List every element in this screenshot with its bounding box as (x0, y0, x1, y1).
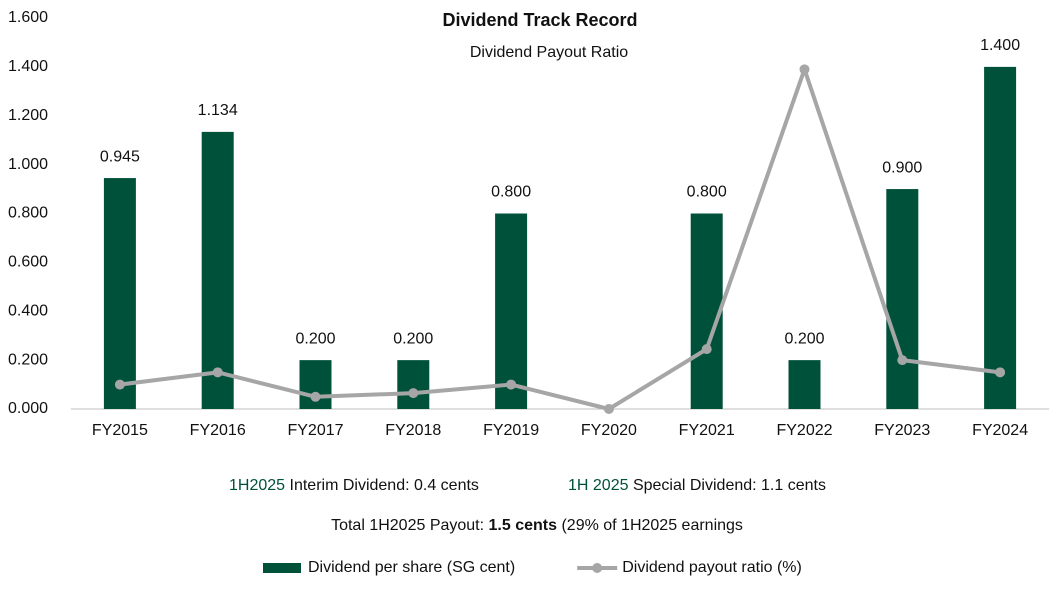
bar (886, 189, 919, 409)
bar (495, 213, 528, 409)
chart-title: Dividend Track Record (442, 10, 637, 30)
line-marker (897, 355, 908, 366)
data-label: 0.800 (687, 184, 727, 201)
line-marker (799, 64, 810, 75)
y-tick-label: 0.200 (8, 351, 48, 368)
data-label: 1.134 (198, 102, 238, 119)
data-label: 0.800 (491, 184, 531, 201)
annotation-text: Total 1H2025 Payout: (331, 517, 484, 534)
data-label: 0.900 (882, 159, 922, 176)
y-tick-label: 0.600 (8, 254, 48, 271)
line-marker (212, 367, 223, 378)
data-label: 0.945 (100, 148, 140, 165)
bar (788, 360, 821, 409)
data-label: 1.400 (980, 37, 1020, 54)
line-marker (506, 379, 517, 390)
y-tick-label: 1.600 (8, 9, 48, 26)
x-tick-label: FY2021 (679, 422, 735, 439)
annotation: Total 1H2025 Payout: 1.5 cents (29% of 1… (331, 517, 743, 534)
x-tick-label: FY2018 (385, 422, 441, 439)
legend-label: Dividend payout ratio (%) (622, 559, 802, 576)
x-tick-label: FY2024 (972, 422, 1028, 439)
legend-label: Dividend per share (SG cent) (308, 559, 515, 576)
line-marker (310, 391, 321, 402)
annotation: 1H2025 Interim Dividend: 0.4 cents (229, 477, 479, 494)
annotation-period: 1H 2025 (568, 477, 629, 494)
y-tick-label: 0.000 (8, 400, 48, 417)
annotation-period: 1H2025 (229, 477, 285, 494)
x-tick-label: FY2019 (483, 422, 539, 439)
x-tick-label: FY2017 (287, 422, 343, 439)
data-label: 0.200 (784, 330, 824, 347)
bar (984, 66, 1017, 409)
annotation: 1H 2025 Special Dividend: 1.1 cents (568, 477, 826, 494)
chart-subtitle: Dividend Payout Ratio (470, 44, 628, 61)
bar (201, 131, 234, 409)
line-marker (408, 388, 419, 399)
y-tick-label: 1.400 (8, 58, 48, 75)
x-tick-label: FY2020 (581, 422, 637, 439)
legend-swatch (592, 563, 603, 573)
y-tick-label: 1.200 (8, 107, 48, 124)
legend-swatch (263, 563, 301, 573)
annotation-amount: 1.5 cents (489, 517, 558, 534)
y-tick-label: 0.800 (8, 205, 48, 222)
annotation-note: (29% of 1H2025 earnings (561, 517, 742, 534)
x-tick-label: FY2016 (190, 422, 246, 439)
data-label: 0.200 (295, 330, 335, 347)
line (119, 67, 1001, 411)
bar (690, 213, 723, 409)
bar (397, 360, 430, 409)
bar (103, 178, 136, 409)
y-tick-label: 1.000 (8, 156, 48, 173)
x-tick-label: FY2015 (92, 422, 148, 439)
line-marker (114, 379, 125, 390)
annotation-text: Special Dividend: 1.1 cents (633, 477, 826, 494)
x-tick-label: FY2023 (874, 422, 930, 439)
line-marker (603, 404, 614, 414)
annotation-text: Interim Dividend: 0.4 cents (290, 477, 479, 494)
line-marker (995, 367, 1006, 378)
y-tick-label: 0.400 (8, 302, 48, 319)
line-marker (701, 344, 712, 355)
x-tick-label: FY2022 (776, 422, 832, 439)
data-label: 0.200 (393, 330, 433, 347)
